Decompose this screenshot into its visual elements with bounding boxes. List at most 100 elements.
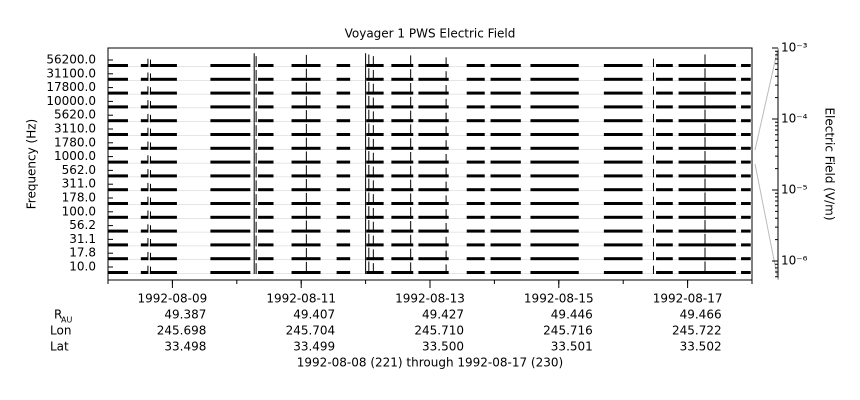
data-segment	[418, 146, 449, 150]
data-segment	[530, 188, 579, 192]
data-segment	[108, 188, 128, 192]
data-segment	[366, 160, 384, 164]
data-segment	[366, 215, 384, 219]
data-segment	[391, 146, 414, 150]
data-segment	[603, 257, 643, 261]
data-segment	[140, 146, 148, 150]
data-segment	[530, 257, 579, 261]
data-segment	[210, 146, 251, 150]
data-segment	[530, 174, 579, 178]
data-segment	[678, 215, 736, 219]
data-segment	[418, 64, 449, 67]
x-tick-label: 1992-08-15	[524, 292, 594, 306]
data-segment	[140, 119, 148, 123]
data-segment	[530, 146, 579, 150]
data-segment	[210, 229, 251, 233]
data-segment	[418, 257, 449, 261]
ephemeris-label: Lat	[50, 340, 69, 354]
data-segment	[366, 271, 384, 274]
data-segment	[678, 64, 736, 67]
data-segment	[140, 64, 148, 67]
data-segment	[108, 119, 128, 123]
data-segment	[656, 146, 673, 150]
data-segment	[603, 77, 643, 81]
data-segment	[530, 77, 579, 81]
ephemeris-value: 49.427	[422, 308, 464, 322]
y2-tick-label: 10⁻⁵	[781, 182, 808, 196]
data-segment	[466, 119, 485, 123]
data-segment	[258, 119, 274, 123]
data-segment	[466, 202, 485, 205]
data-segment	[466, 229, 485, 233]
data-segment	[366, 105, 384, 109]
data-segment	[210, 119, 251, 123]
ephemeris-value: 245.716	[543, 324, 593, 338]
data-segment	[490, 174, 521, 178]
data-segment	[530, 105, 579, 109]
data-segment	[391, 229, 414, 233]
data-segment	[530, 91, 579, 95]
ephemeris-value: 49.446	[551, 308, 593, 322]
data-segment	[258, 229, 274, 233]
data-segment	[741, 188, 751, 192]
data-segment	[149, 105, 177, 109]
data-segment	[108, 77, 128, 81]
data-segment	[391, 257, 414, 261]
data-segment	[530, 271, 579, 274]
data-segment	[366, 202, 384, 205]
data-segment	[149, 174, 177, 178]
data-segment	[466, 271, 485, 274]
data-segment	[210, 160, 251, 164]
data-segment	[258, 77, 274, 81]
data-segment	[418, 119, 449, 123]
data-segment	[466, 188, 485, 192]
data-segment	[678, 174, 736, 178]
data-segment	[140, 160, 148, 164]
data-segment	[490, 146, 521, 150]
data-segment	[149, 229, 177, 233]
data-segment	[741, 257, 751, 261]
data-segment	[466, 160, 485, 164]
data-segment	[258, 133, 274, 136]
ephemeris-value: 245.704	[286, 324, 336, 338]
data-segment	[258, 188, 274, 192]
data-segment	[603, 271, 643, 274]
data-segment	[149, 91, 177, 95]
data-segment	[210, 174, 251, 178]
data-segment	[258, 160, 274, 164]
data-segment	[466, 174, 485, 178]
ephemeris-value: 49.387	[164, 308, 206, 322]
data-segment	[108, 105, 128, 109]
data-segment	[466, 146, 485, 150]
data-segment	[108, 229, 128, 233]
data-segment	[418, 160, 449, 164]
data-segment	[108, 91, 128, 95]
data-segment	[490, 202, 521, 205]
data-segment	[741, 133, 751, 136]
data-segment	[391, 202, 414, 205]
data-segment	[258, 105, 274, 109]
data-segment	[656, 243, 673, 247]
data-segment	[366, 91, 384, 95]
ephemeris-value: 33.502	[680, 340, 722, 354]
data-segment	[490, 119, 521, 123]
data-segment	[418, 215, 449, 219]
data-segment	[210, 77, 251, 81]
ephemeris-value: 49.466	[680, 308, 722, 322]
data-segment	[140, 188, 148, 192]
channel-label: 31100.0	[46, 66, 96, 80]
data-segment	[391, 243, 414, 247]
data-segment	[678, 271, 736, 274]
data-segment	[490, 105, 521, 109]
ephemeris-value: 49.407	[293, 308, 335, 322]
data-segment	[149, 64, 177, 67]
data-segment	[210, 105, 251, 109]
data-segment	[418, 243, 449, 247]
data-segment	[140, 77, 148, 81]
data-segment	[466, 133, 485, 136]
channel-label: 1000.0	[54, 149, 96, 163]
data-segment	[140, 202, 148, 205]
channel-label: 562.0	[62, 163, 96, 177]
data-segment	[466, 64, 485, 67]
data-segment	[603, 202, 643, 205]
